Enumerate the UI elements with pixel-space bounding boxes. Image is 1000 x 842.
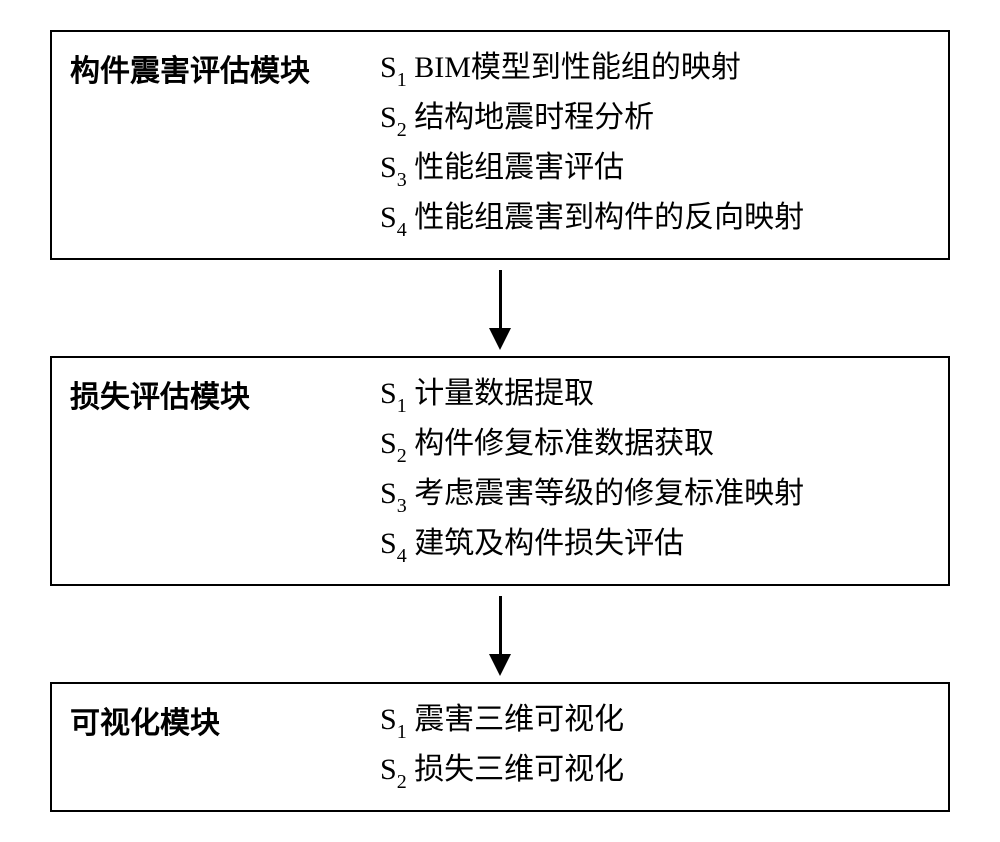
module-steps: S1 BIM模型到性能组的映射 S2 结构地震时程分析 S3 性能组震害评估 S… — [380, 44, 804, 244]
step-row: S2 结构地震时程分析 — [380, 94, 804, 144]
step-row: S1 BIM模型到性能组的映射 — [380, 44, 804, 94]
step-text: 震害三维可视化 — [407, 703, 625, 736]
step-row: S3 性能组震害评估 — [380, 144, 804, 194]
step-sub: 1 — [397, 69, 407, 91]
module-steps: S1 震害三维可视化 S2 损失三维可视化 — [380, 696, 624, 796]
arrow-head — [489, 328, 511, 350]
step-label: S — [380, 201, 397, 234]
step-sub: 4 — [397, 219, 407, 241]
step-row: S2 构件修复标准数据获取 — [380, 420, 804, 470]
step-text: 损失三维可视化 — [407, 753, 625, 786]
step-text: 性能组震害到构件的反向映射 — [407, 201, 805, 234]
step-label: S — [380, 477, 397, 510]
step-row: S4 性能组震害到构件的反向映射 — [380, 194, 804, 244]
step-label: S — [380, 703, 397, 736]
module-title: 构件震害评估模块 — [70, 44, 380, 96]
step-row: S2 损失三维可视化 — [380, 746, 624, 796]
arrow-shaft — [499, 596, 502, 654]
step-sub: 3 — [397, 495, 407, 517]
module-box: 损失评估模块 S1 计量数据提取 S2 构件修复标准数据获取 S3 考虑震害等级… — [50, 356, 950, 586]
step-text: 构件修复标准数据获取 — [407, 427, 715, 460]
step-sub: 2 — [397, 119, 407, 141]
module-box: 构件震害评估模块 S1 BIM模型到性能组的映射 S2 结构地震时程分析 S3 … — [50, 30, 950, 260]
step-text: 计量数据提取 — [407, 377, 595, 410]
step-sub: 1 — [397, 721, 407, 743]
module-title: 损失评估模块 — [70, 370, 380, 422]
step-sub: 3 — [397, 169, 407, 191]
module-box: 可视化模块 S1 震害三维可视化 S2 损失三维可视化 — [50, 682, 950, 812]
step-text: BIM模型到性能组的映射 — [407, 51, 741, 84]
step-row: S1 震害三维可视化 — [380, 696, 624, 746]
step-row: S4 建筑及构件损失评估 — [380, 520, 804, 570]
arrow-down-icon — [489, 260, 511, 356]
step-label: S — [380, 151, 397, 184]
step-label: S — [380, 101, 397, 134]
step-row: S1 计量数据提取 — [380, 370, 804, 420]
step-label: S — [380, 753, 397, 786]
arrow-down-icon — [489, 586, 511, 682]
step-label: S — [380, 427, 397, 460]
arrow-head — [489, 654, 511, 676]
step-row: S3 考虑震害等级的修复标准映射 — [380, 470, 804, 520]
step-sub: 2 — [397, 771, 407, 793]
step-label: S — [380, 527, 397, 560]
step-text: 考虑震害等级的修复标准映射 — [407, 477, 805, 510]
step-label: S — [380, 51, 397, 84]
step-text: 结构地震时程分析 — [407, 101, 655, 134]
step-sub: 1 — [397, 395, 407, 417]
module-steps: S1 计量数据提取 S2 构件修复标准数据获取 S3 考虑震害等级的修复标准映射… — [380, 370, 804, 570]
module-title: 可视化模块 — [70, 696, 380, 748]
step-text: 性能组震害评估 — [407, 151, 625, 184]
step-text: 建筑及构件损失评估 — [407, 527, 685, 560]
step-sub: 4 — [397, 545, 407, 567]
step-sub: 2 — [397, 445, 407, 467]
arrow-shaft — [499, 270, 502, 328]
step-label: S — [380, 377, 397, 410]
